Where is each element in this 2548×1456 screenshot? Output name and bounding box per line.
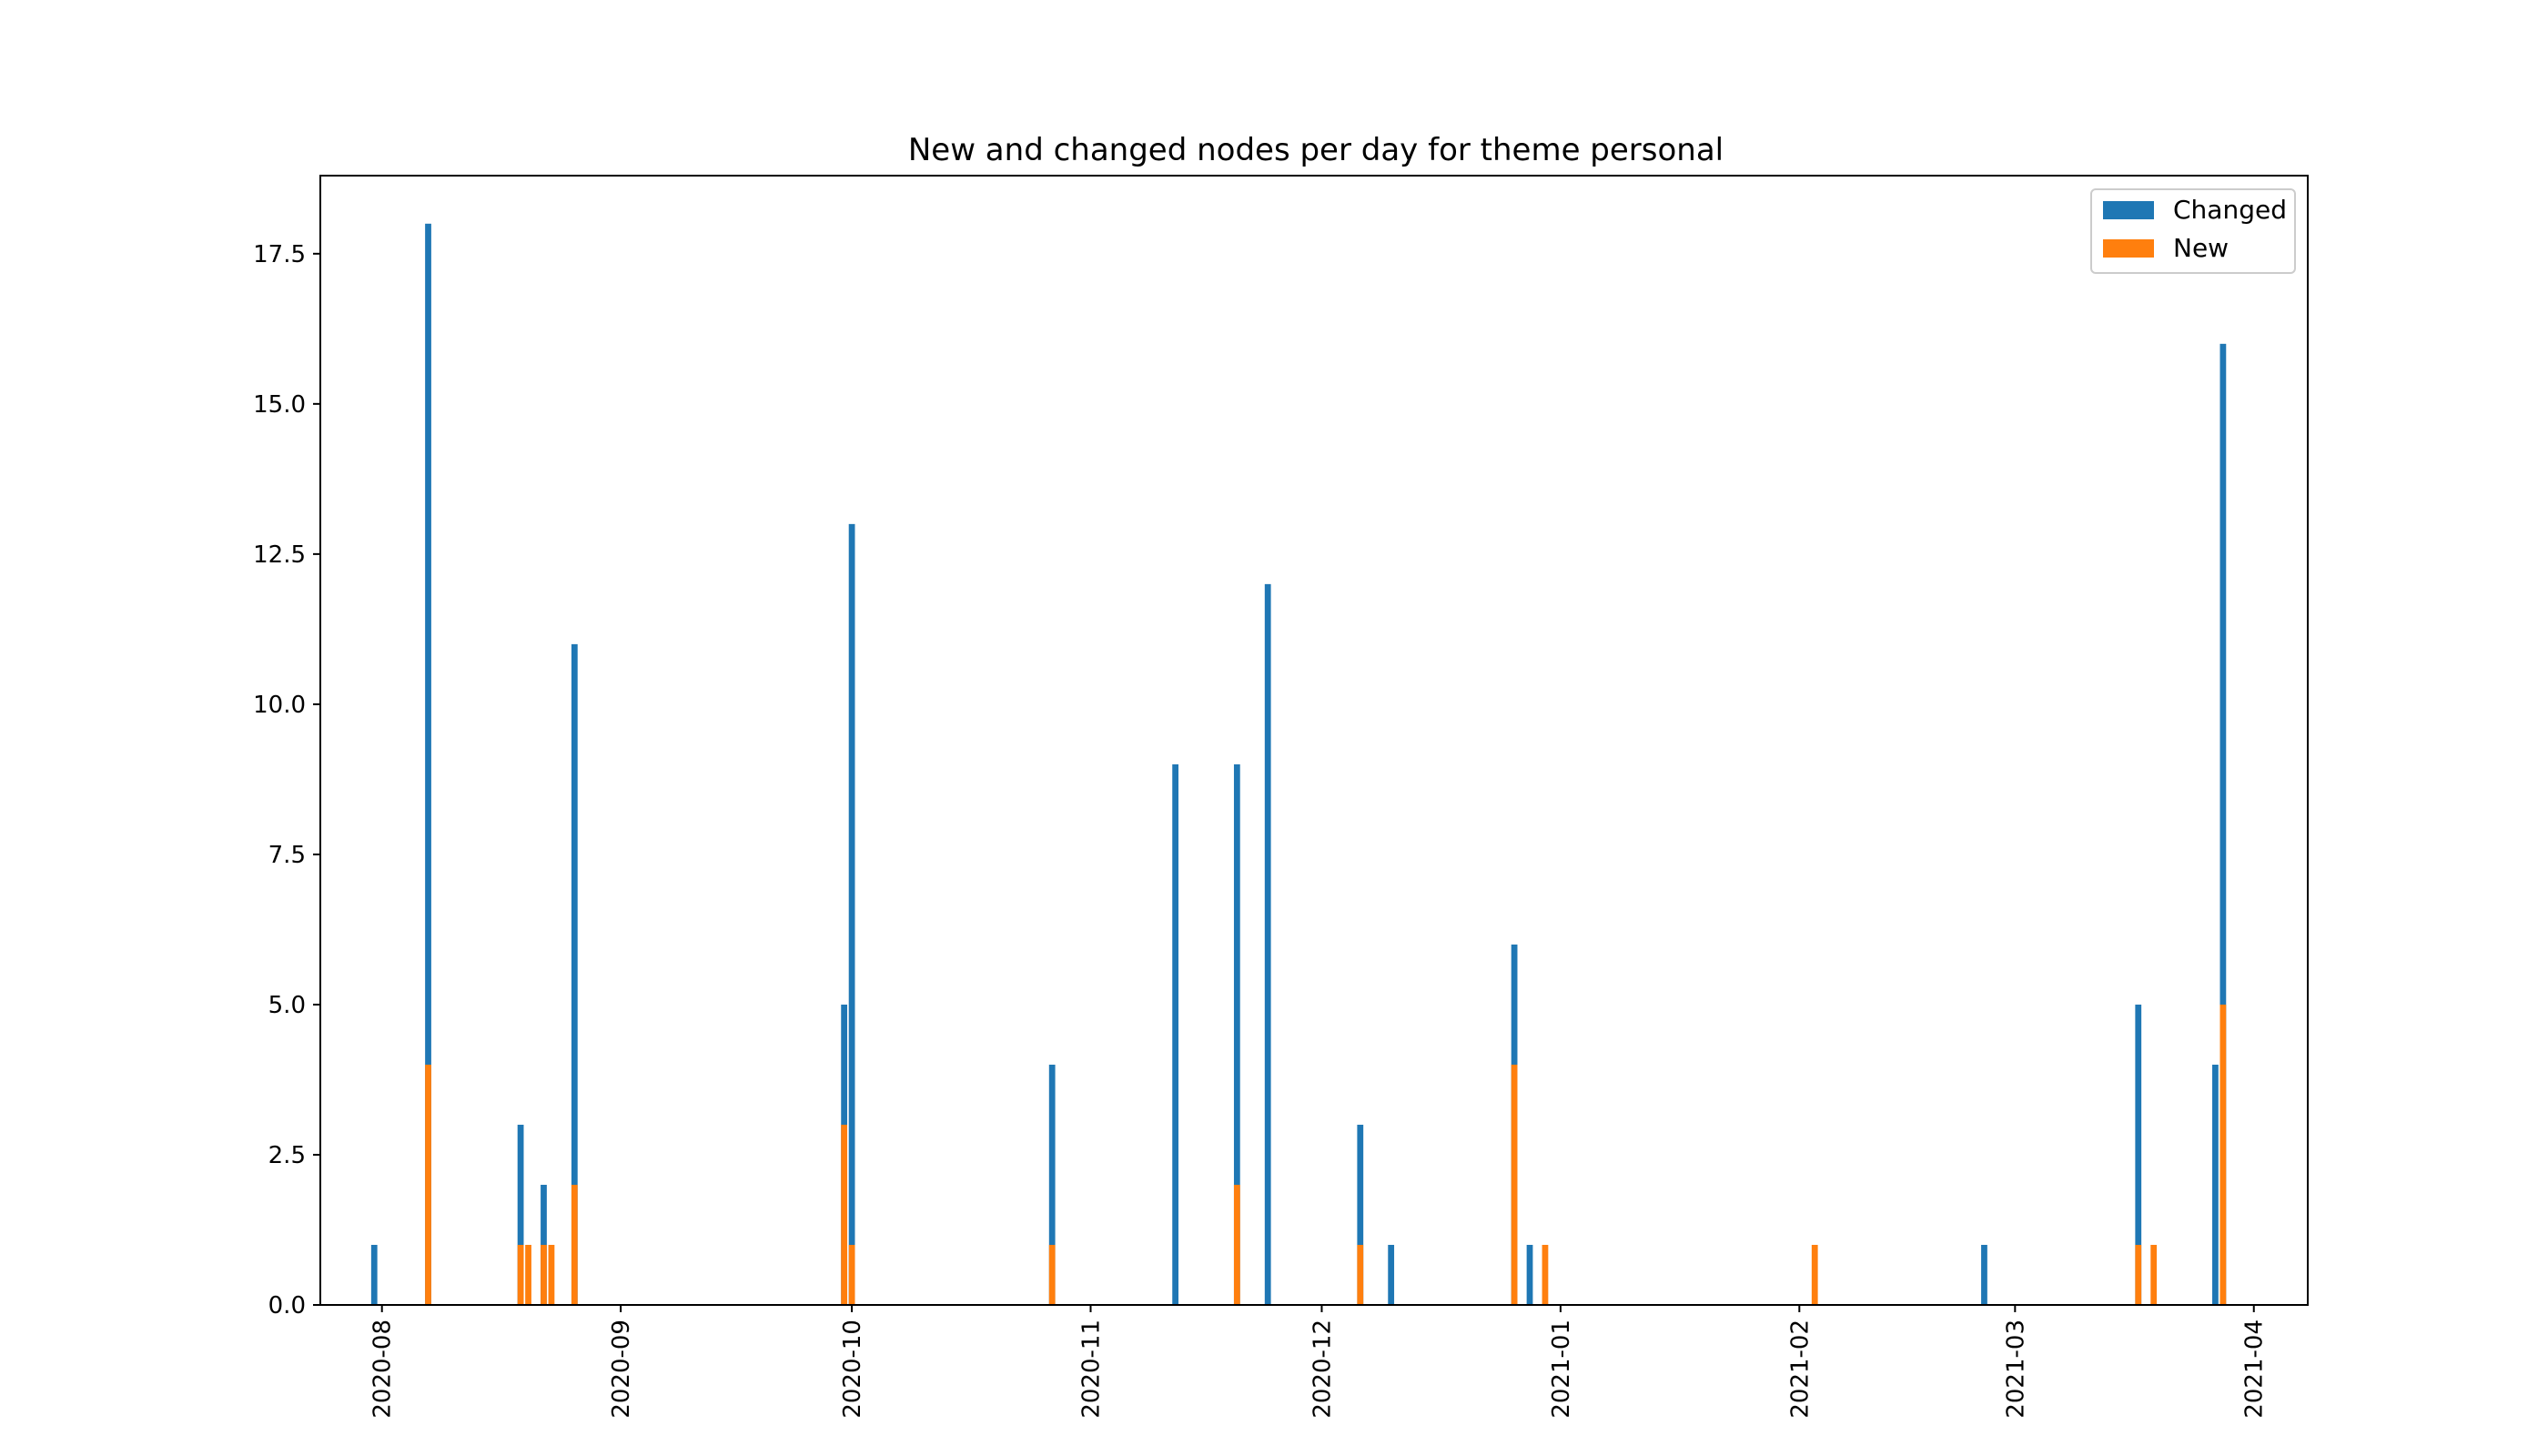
bar-changed-13 bbox=[1357, 1124, 1364, 1305]
plot-frame bbox=[319, 175, 2309, 1306]
bar-changed-23 bbox=[2219, 343, 2227, 1306]
bar-new-21 bbox=[2150, 1244, 2158, 1305]
y-tick-label: 7.5 bbox=[268, 842, 306, 869]
bar-new-5 bbox=[548, 1244, 555, 1305]
legend-label-new: New bbox=[2173, 233, 2229, 263]
bar-changed-9 bbox=[1048, 1064, 1056, 1305]
bar-new-17 bbox=[1542, 1244, 1549, 1305]
bars-layer bbox=[370, 223, 2227, 1306]
bar-changed-1 bbox=[425, 223, 431, 1305]
bar-changed-22 bbox=[2212, 1064, 2219, 1305]
bar-changed-19 bbox=[1981, 1244, 1987, 1305]
x-tick-label: 2020-09 bbox=[608, 1320, 635, 1419]
bar-new-8 bbox=[848, 1244, 855, 1305]
bar-changed-14 bbox=[1388, 1244, 1395, 1305]
y-tick-label: 17.5 bbox=[253, 241, 306, 268]
y-tick-label: 0.0 bbox=[268, 1292, 306, 1320]
y-tick-label: 10.0 bbox=[253, 692, 306, 719]
y-tick-label: 15.0 bbox=[253, 391, 306, 419]
x-tick-label: 2020-08 bbox=[369, 1320, 397, 1419]
bar-changed-16 bbox=[1526, 1244, 1533, 1305]
y-tick-label: 12.5 bbox=[253, 541, 306, 569]
legend: Changed New bbox=[2090, 188, 2296, 274]
bar-changed-0 bbox=[370, 1244, 378, 1305]
bar-new-1 bbox=[425, 1064, 431, 1305]
bar-new-20 bbox=[2135, 1244, 2142, 1305]
bar-changed-8 bbox=[848, 523, 855, 1305]
bar-changed-11 bbox=[1233, 763, 1240, 1305]
bar-changed-20 bbox=[2135, 1004, 2142, 1305]
y-tick-label: 5.0 bbox=[268, 992, 306, 1019]
bar-new-23 bbox=[2219, 1004, 2227, 1305]
bar-new-4 bbox=[541, 1244, 547, 1305]
x-tick-label: 2020-10 bbox=[839, 1320, 866, 1419]
bar-new-11 bbox=[1233, 1184, 1240, 1305]
bar-new-7 bbox=[841, 1124, 848, 1305]
bar-new-18 bbox=[1811, 1244, 1818, 1305]
legend-swatch-new bbox=[2103, 239, 2154, 258]
chart-title: New and changed nodes per day for theme … bbox=[908, 132, 1724, 168]
y-axis: 0.0 2.5 5.0 7.5 10.0 12.5 15.0 17.5 bbox=[253, 241, 320, 1320]
x-tick-label: 2021-03 bbox=[2002, 1320, 2029, 1419]
x-tick-label: 2021-01 bbox=[1548, 1320, 1575, 1419]
bar-new-9 bbox=[1048, 1244, 1056, 1305]
bar-new-6 bbox=[571, 1184, 578, 1305]
x-axis: 2020-08 2020-09 2020-10 2020-11 2020-12 2021-… bbox=[369, 1305, 2269, 1419]
y-tick-label: 2.5 bbox=[268, 1142, 306, 1169]
bar-changed-12 bbox=[1264, 583, 1271, 1305]
bar-new-15 bbox=[1511, 1064, 1518, 1305]
bar-new-3 bbox=[525, 1244, 531, 1305]
bar-new-13 bbox=[1357, 1244, 1364, 1305]
bar-changed-2 bbox=[517, 1124, 524, 1305]
x-tick-label: 2021-04 bbox=[2241, 1320, 2269, 1419]
x-tick-label: 2021-02 bbox=[1786, 1320, 1814, 1419]
bar-changed-10 bbox=[1172, 763, 1179, 1305]
x-tick-label: 2020-12 bbox=[1309, 1320, 1336, 1419]
bar-new-2 bbox=[517, 1244, 524, 1305]
bar-changed-6 bbox=[571, 643, 578, 1305]
legend-swatch-changed bbox=[2103, 201, 2154, 219]
legend-label-changed: Changed bbox=[2173, 195, 2287, 225]
x-tick-label: 2020-11 bbox=[1078, 1320, 1106, 1419]
